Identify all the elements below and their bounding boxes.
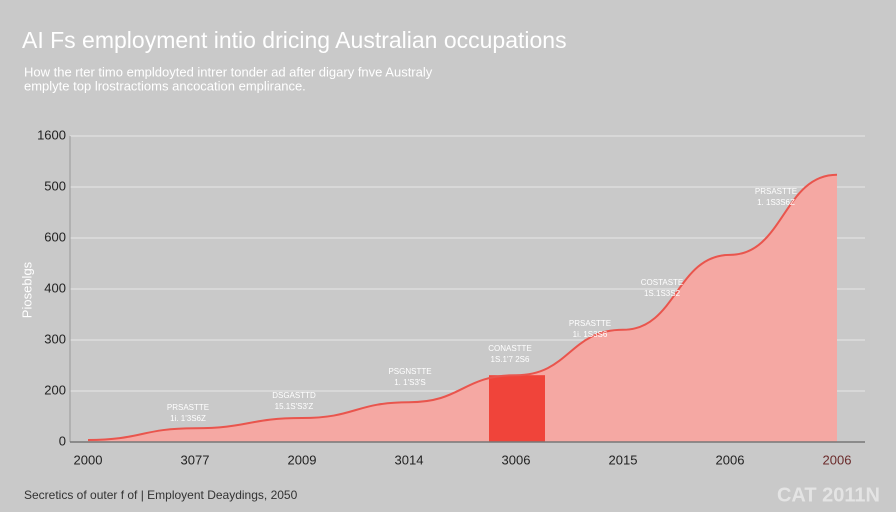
annotation: 1. 1'S3'S — [394, 378, 426, 387]
x-tick-label: 3006 — [502, 452, 531, 467]
chart-subtitle: emplyte top lrostractioms ancocation emp… — [24, 78, 306, 93]
x-tick-label: 2015 — [609, 452, 638, 467]
area — [88, 174, 837, 442]
chart-subtitle: How the rter timo empldoyted intrer tond… — [24, 64, 433, 79]
annotation: PRSASTTE — [569, 319, 611, 328]
annotation: 15.1S'S3'Z — [275, 402, 314, 411]
annotation: 1i. 1S3S6 — [573, 330, 608, 339]
x-tick-label: 2006 — [823, 452, 852, 467]
y-tick-label: 0 — [59, 433, 66, 448]
y-axis-label: Pioseblgs — [19, 261, 34, 318]
annotation: 1S.1S3S2 — [644, 289, 681, 298]
x-tick-label: 2000 — [74, 452, 103, 467]
annotation: COSTASTE — [641, 278, 684, 287]
annotation: 1S.1'7 2S6 — [491, 355, 530, 364]
line — [87, 173, 838, 441]
y-tick-label: 600 — [44, 229, 66, 244]
annotation: DSGASTTD — [272, 391, 316, 400]
annotation: PRSASTTE — [755, 187, 797, 196]
x-tick-label: 2009 — [288, 452, 317, 467]
x-tick-label: 2006 — [716, 452, 745, 467]
x-tick-label: 3077 — [181, 452, 210, 467]
y-tick-label: 1600 — [37, 127, 66, 142]
annotation: CONASTTE — [488, 344, 532, 353]
y-tick-label: 200 — [44, 382, 66, 397]
annotation: PRSASTTE — [167, 403, 209, 412]
annotation: 1. 1S3S6Z — [757, 198, 795, 207]
y-tick-label: 500 — [44, 178, 66, 193]
watermark: CAT 2011N — [777, 484, 880, 506]
source: Secretics of outer f of | Employent Deay… — [24, 488, 298, 502]
chart-title: AI Fs employment intio dricing Australia… — [22, 27, 567, 53]
annotation: 1i. 1'3S6Z — [170, 414, 206, 423]
y-tick-label: 400 — [44, 280, 66, 295]
x-tick-label: 3014 — [395, 452, 424, 467]
annotation: PSGNSTTE — [388, 367, 431, 376]
highlight-bar — [489, 375, 545, 442]
y-tick-label: 300 — [44, 331, 66, 346]
